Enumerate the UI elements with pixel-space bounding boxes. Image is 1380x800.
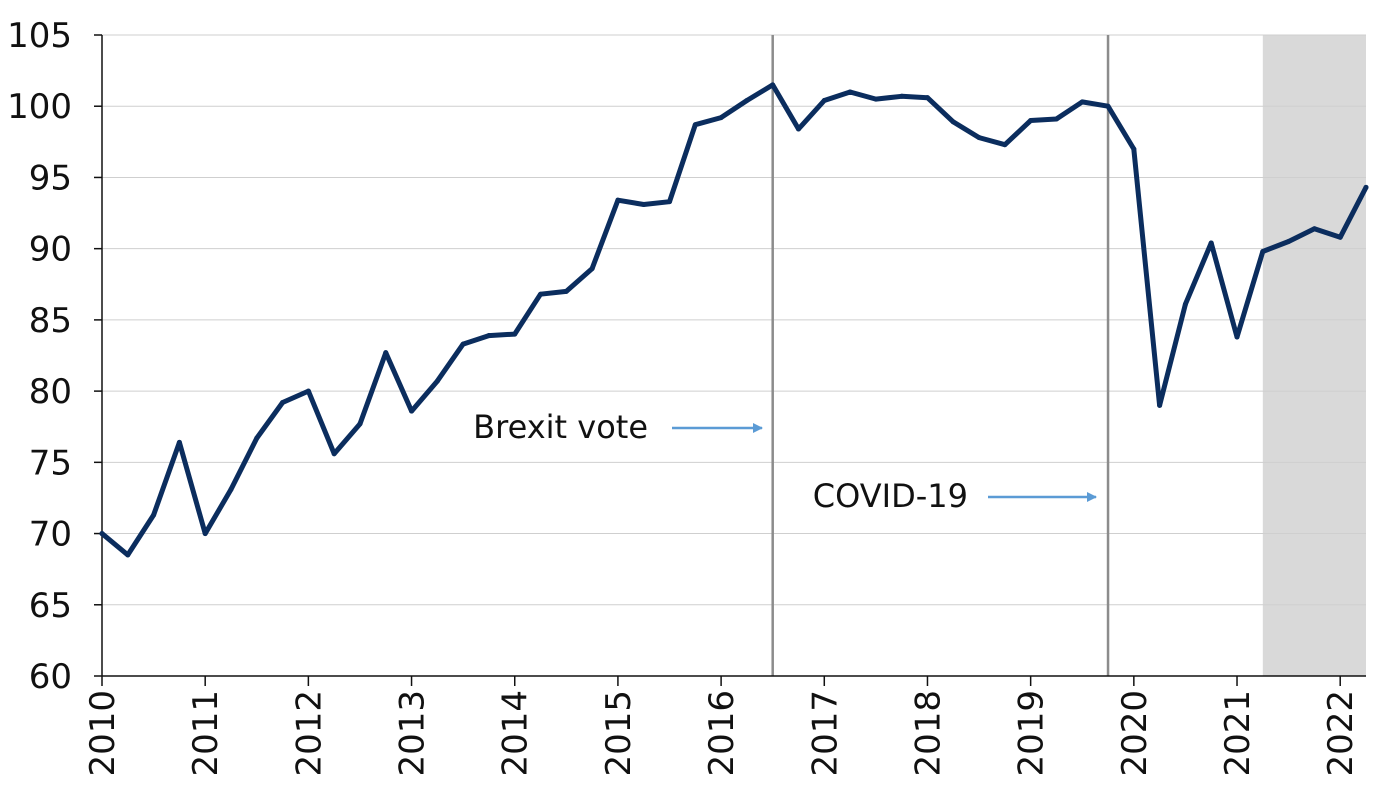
shaded-region <box>1262 35 1366 676</box>
y-tick-label: 60 <box>29 657 72 697</box>
x-tick-label: 2022 <box>1321 690 1361 777</box>
x-tick-label: 2014 <box>496 690 536 777</box>
data-point <box>1079 99 1085 105</box>
data-point <box>280 400 286 406</box>
event-label-2: COVID-19 <box>813 477 968 515</box>
data-point <box>1337 234 1343 240</box>
x-tick-label: 2010 <box>83 690 123 777</box>
data-point <box>1208 240 1214 246</box>
data-point <box>821 98 827 104</box>
data-point <box>1182 301 1188 307</box>
data-point <box>692 122 698 128</box>
data-point <box>641 202 647 208</box>
data-point <box>667 199 673 205</box>
data-point <box>228 486 234 492</box>
data-point <box>151 512 157 518</box>
data-point <box>176 439 182 445</box>
x-tick-label: 2019 <box>1012 690 1052 777</box>
x-tick-label: 2011 <box>186 690 226 777</box>
data-point <box>1131 146 1137 152</box>
data-point <box>589 266 595 272</box>
data-point <box>1053 116 1059 122</box>
x-tick-label: 2015 <box>599 690 639 777</box>
data-point <box>1002 142 1008 148</box>
data-point <box>1311 226 1317 232</box>
data-point <box>770 82 776 88</box>
data-point <box>976 135 982 141</box>
y-tick-label: 100 <box>7 87 72 127</box>
y-tick-label: 65 <box>29 586 72 626</box>
data-point <box>1028 117 1034 123</box>
data-point <box>512 331 518 337</box>
data-point <box>1105 103 1111 109</box>
data-point <box>202 531 208 537</box>
y-tick-label: 70 <box>29 515 72 555</box>
data-point <box>1286 239 1292 245</box>
y-tick-label: 85 <box>29 301 72 341</box>
x-tick-label: 2013 <box>393 690 433 777</box>
x-tick-label: 2018 <box>908 690 948 777</box>
x-tick-label: 2017 <box>805 690 845 777</box>
data-point <box>305 388 311 394</box>
data-point <box>383 350 389 356</box>
data-point <box>718 115 724 121</box>
data-point <box>538 291 544 297</box>
data-point <box>847 89 853 95</box>
data-point <box>357 421 363 427</box>
x-tick-label: 2020 <box>1115 690 1155 777</box>
data-point <box>1363 184 1369 190</box>
data-point <box>460 341 466 347</box>
data-point <box>563 288 569 294</box>
y-tick-label: 75 <box>29 443 72 483</box>
data-point <box>1260 249 1266 255</box>
data-point <box>254 435 260 441</box>
data-point <box>873 96 879 102</box>
x-tick-label: 2021 <box>1218 690 1258 777</box>
data-point <box>924 95 930 101</box>
data-point <box>1157 402 1163 408</box>
data-point <box>744 98 750 104</box>
data-point <box>1234 334 1240 340</box>
data-point <box>409 408 415 414</box>
x-tick-label: 2012 <box>289 690 329 777</box>
y-tick-label: 105 <box>7 16 72 56</box>
series-line-1 <box>99 82 1369 558</box>
event-label-1: Brexit vote <box>473 408 648 446</box>
y-tick-label: 80 <box>29 372 72 412</box>
data-point <box>486 333 492 339</box>
data-point <box>99 531 105 537</box>
data-point <box>125 552 131 558</box>
x-tick-label: 2016 <box>702 690 742 777</box>
data-point <box>331 451 337 457</box>
data-point <box>795 126 801 132</box>
data-point <box>950 119 956 125</box>
y-tick-label: 95 <box>29 158 72 198</box>
data-point <box>899 93 905 99</box>
data-point <box>434 378 440 384</box>
y-tick-label: 90 <box>29 230 72 270</box>
data-point <box>615 197 621 203</box>
